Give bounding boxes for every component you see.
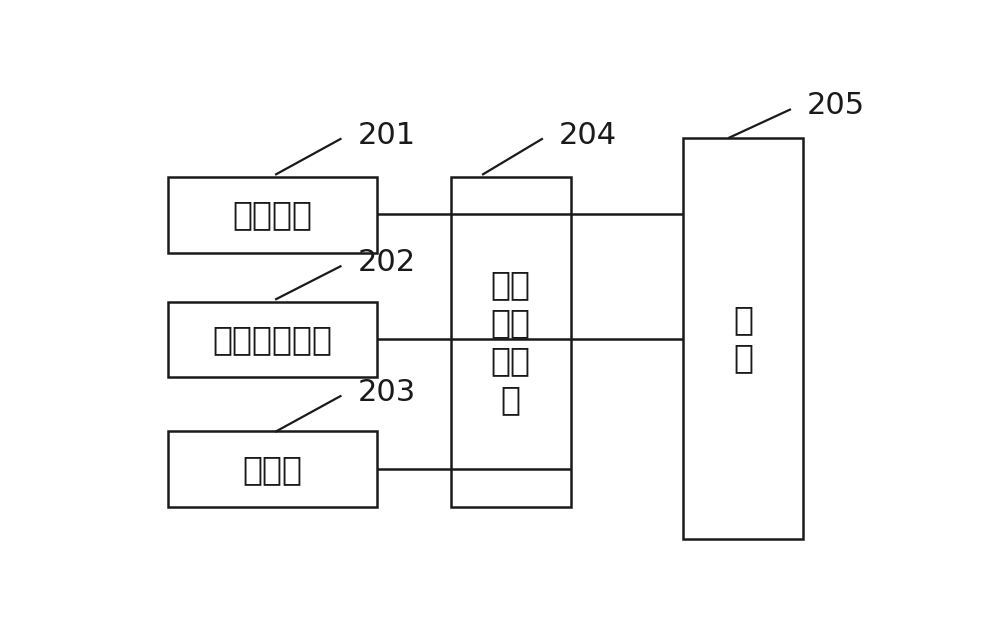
Text: 203: 203 bbox=[358, 378, 416, 406]
Text: 204: 204 bbox=[559, 121, 617, 149]
Text: 202: 202 bbox=[358, 248, 416, 277]
Text: 终
端: 终 端 bbox=[733, 303, 753, 374]
Text: 吸附装置: 吸附装置 bbox=[232, 198, 312, 231]
Text: 马达
伺服
子系
统: 马达 伺服 子系 统 bbox=[491, 268, 531, 416]
Bar bbox=[168, 301, 377, 378]
Bar bbox=[168, 431, 377, 508]
Text: 图像定位设备: 图像定位设备 bbox=[212, 323, 332, 356]
Text: 205: 205 bbox=[807, 91, 865, 120]
Bar bbox=[168, 177, 377, 252]
Bar bbox=[683, 137, 803, 539]
Bar bbox=[450, 177, 571, 508]
Text: 测试头: 测试头 bbox=[242, 453, 302, 486]
Text: 201: 201 bbox=[358, 121, 416, 149]
